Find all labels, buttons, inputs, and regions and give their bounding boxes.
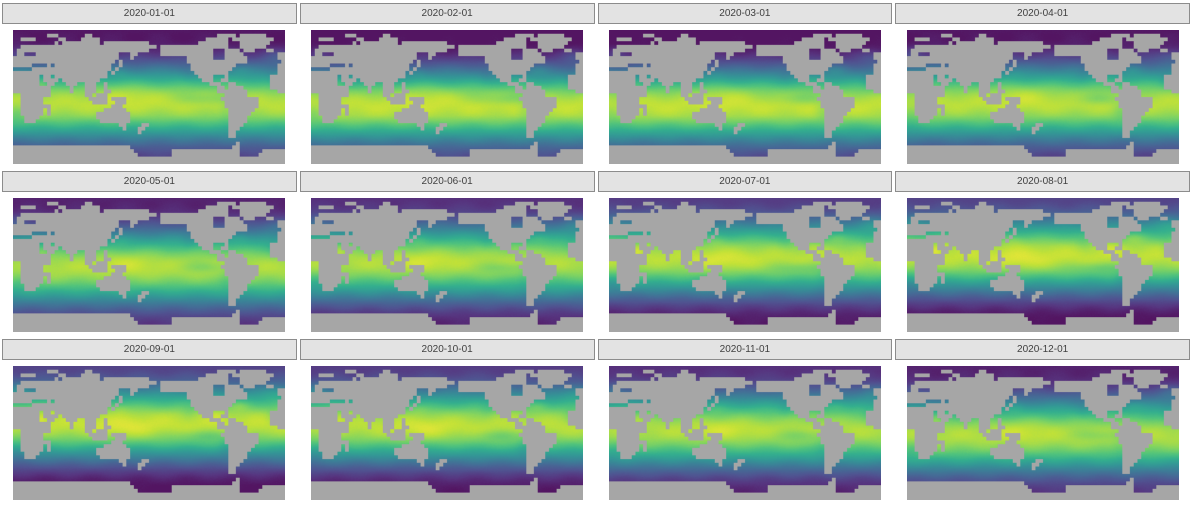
- map-panel: [895, 360, 1190, 507]
- map-panel: [598, 24, 893, 171]
- world-map-canvas: [311, 366, 584, 500]
- world-map-canvas: [13, 30, 286, 164]
- facet-strip-label: 2020-09-01: [2, 339, 297, 360]
- map-panel: [895, 24, 1190, 171]
- map-panel: [300, 192, 595, 339]
- world-map-canvas: [311, 30, 584, 164]
- facet-strip-label: 2020-06-01: [299, 171, 595, 192]
- facet: 2020-11-01: [597, 339, 893, 507]
- facet: 2020-04-01: [895, 3, 1190, 171]
- world-map-canvas: [13, 198, 286, 332]
- map-panel: [2, 192, 297, 339]
- world-map-canvas: [608, 366, 881, 500]
- facet-strip-label: 2020-10-01: [299, 339, 595, 360]
- facet: 2020-12-01: [895, 339, 1190, 507]
- world-map-canvas: [311, 198, 584, 332]
- facet-strip-label: 2020-04-01: [895, 3, 1190, 24]
- world-map-canvas: [906, 198, 1179, 332]
- facet-strip-label: 2020-08-01: [895, 171, 1190, 192]
- map-panel: [2, 24, 297, 171]
- world-map-canvas: [608, 198, 881, 332]
- facet-strip-label: 2020-07-01: [597, 171, 893, 192]
- map-panel: [300, 360, 595, 507]
- map-panel: [598, 192, 893, 339]
- world-map-canvas: [906, 30, 1179, 164]
- map-panel: [2, 360, 297, 507]
- facet: 2020-10-01: [299, 339, 595, 507]
- facet: 2020-05-01: [2, 171, 297, 339]
- world-map-canvas: [906, 366, 1179, 500]
- world-map-canvas: [608, 30, 881, 164]
- map-panel: [895, 192, 1190, 339]
- facet: 2020-09-01: [2, 339, 297, 507]
- facet: 2020-07-01: [597, 171, 893, 339]
- map-panel: [598, 360, 893, 507]
- world-map-canvas: [13, 366, 286, 500]
- facet-strip-label: 2020-03-01: [597, 3, 893, 24]
- facet: 2020-08-01: [895, 171, 1190, 339]
- facet: 2020-01-01: [2, 3, 297, 171]
- facet-strip-label: 2020-12-01: [895, 339, 1190, 360]
- facet-strip-label: 2020-01-01: [2, 3, 297, 24]
- facet-strip-label: 2020-11-01: [597, 339, 893, 360]
- map-panel: [300, 24, 595, 171]
- facet: 2020-06-01: [299, 171, 595, 339]
- facet: 2020-02-01: [299, 3, 595, 171]
- facet-strip-label: 2020-05-01: [2, 171, 297, 192]
- facet: 2020-03-01: [597, 3, 893, 171]
- facet-strip-label: 2020-02-01: [299, 3, 595, 24]
